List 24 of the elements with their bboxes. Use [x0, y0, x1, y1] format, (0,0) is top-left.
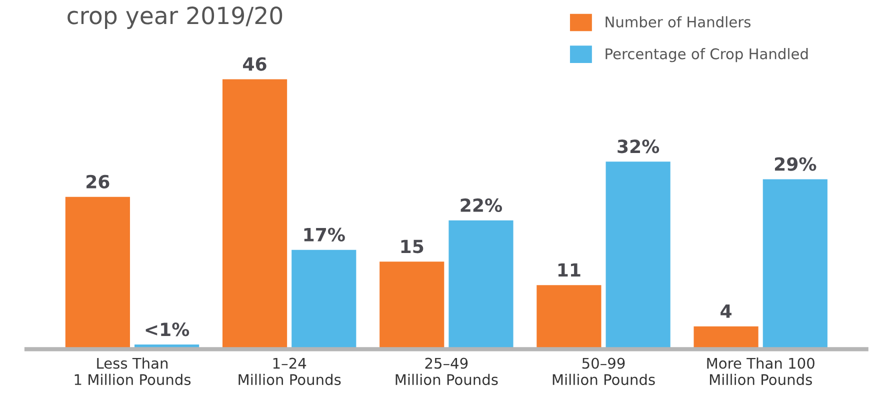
data-label: 32% [618, 140, 660, 154]
legend-label: Number of Handlers [606, 16, 751, 28]
data-label: 46 [243, 57, 266, 71]
data-label: 26 [86, 174, 110, 189]
bar [447, 219, 515, 350]
bar [378, 260, 446, 350]
data-label: <1% [146, 322, 190, 336]
data-label: 22% [460, 198, 502, 212]
data-label: 29% [774, 157, 816, 171]
bar [535, 284, 603, 350]
data-label: 17% [304, 228, 345, 242]
data-label: 15 [401, 240, 424, 254]
x-tick-label: 25–49 Million Pounds [396, 358, 498, 386]
bar [692, 324, 760, 350]
x-tick-label: 50–99 Million Pounds [552, 358, 655, 386]
data-label: 11 [558, 263, 580, 277]
x-tick-label: More Than 100 Million Pounds [707, 357, 814, 386]
x-tick-label: 1–24 Million Pounds [238, 358, 341, 386]
legend-label: Percentage of Crop Handled [606, 48, 808, 62]
bar [604, 160, 672, 350]
bar [761, 178, 829, 350]
data-label: 4 [720, 304, 732, 318]
x-tick-label: Less Than 1 Million Pounds [74, 357, 191, 386]
chart-title: crop year 2019/20 [68, 6, 282, 29]
